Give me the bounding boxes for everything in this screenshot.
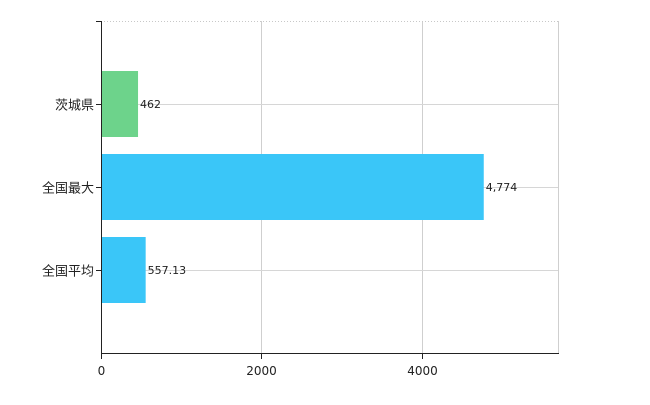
bar-layer: [101, 71, 484, 303]
x-tick-label: 4000: [407, 364, 438, 378]
data-label: 557.13: [148, 264, 187, 277]
category-label: 全国最大: [42, 181, 94, 197]
x-tick-label: 0: [98, 364, 106, 378]
category-label: 全国平均: [42, 264, 94, 280]
bar-3: [101, 237, 146, 303]
bar-2: [101, 154, 484, 220]
bar-1: [101, 71, 139, 137]
data-label: 462: [140, 98, 161, 111]
data-label: 4,774: [486, 181, 518, 194]
category-label: 茨城県: [55, 99, 94, 114]
axis-layer: [96, 21, 559, 359]
x-tick-label: 2000: [246, 364, 277, 378]
